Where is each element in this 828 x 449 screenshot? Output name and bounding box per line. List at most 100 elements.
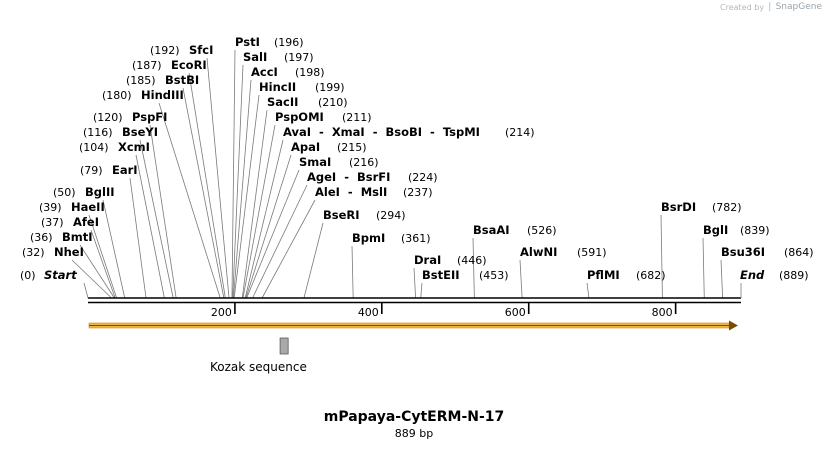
site-name: BglI (703, 223, 728, 237)
site-name: BmtI (62, 230, 93, 244)
site-name: SacII (267, 95, 298, 109)
site-name: ApaI (291, 140, 320, 154)
site-name: AleI - MslI (315, 185, 387, 199)
site-leader-line (261, 199, 316, 299)
site-name: BstEII (422, 268, 460, 282)
site-position: (37) (41, 216, 64, 229)
site-name: AvaI - XmaI - BsoBI - TspMI (283, 125, 480, 139)
site-name: AgeI - BsrFI (307, 170, 390, 184)
site-position: (214) (505, 126, 535, 139)
ruler-ticks: 200 400 600 800 (211, 302, 677, 319)
site-position: (196) (274, 36, 304, 49)
site-leader-line (472, 237, 475, 299)
site-position: (185) (126, 74, 156, 87)
site-leader-line (232, 64, 244, 299)
site-name: SfcI (189, 43, 213, 57)
site-name: EarI (112, 163, 138, 177)
site-leader-line (71, 259, 112, 299)
site-leader-line (660, 214, 663, 299)
brand-name: SnapGene (775, 2, 822, 12)
site-position: (192) (150, 44, 180, 57)
site-position: (39) (39, 201, 62, 214)
site-name: HindIII (141, 88, 184, 102)
site-leader-line (702, 237, 705, 299)
site-name: NheI (54, 245, 84, 259)
brand-watermark: Created by ❘ SnapGene (720, 2, 822, 12)
site-position: (210) (318, 96, 348, 109)
site-name: HaeII (71, 200, 105, 214)
site-position: (211) (342, 111, 372, 124)
site-leader-line (519, 259, 523, 299)
site-name: SalI (243, 50, 267, 64)
ruler-tick-label: 200 (211, 306, 232, 319)
site-position: (32) (22, 246, 45, 259)
site-leader-line (182, 87, 225, 299)
site-leader-line (242, 124, 276, 299)
site-position: (446) (457, 254, 487, 267)
site-position: (198) (295, 66, 325, 79)
ruler-tick-label: 600 (505, 306, 526, 319)
site-position: (36) (30, 231, 53, 244)
site-position: (187) (132, 59, 162, 72)
site-leader-line (233, 79, 252, 299)
site-name: PstI (235, 35, 260, 49)
site-leader-line (129, 177, 147, 299)
site-leader-line (90, 229, 116, 299)
site-leader-line (79, 244, 115, 299)
site-position: (199) (315, 81, 345, 94)
ruler-tick-label: 400 (358, 306, 379, 319)
site-name: AlwNI (520, 245, 557, 259)
snapgene-leaf-icon: ❘ (766, 2, 774, 12)
site-name: XcmI (118, 140, 150, 154)
site-name: PflMI (587, 268, 620, 282)
site-name: BseRI (323, 208, 360, 222)
site-leader-line (351, 245, 354, 299)
site-leader-line (420, 282, 423, 299)
site-leader-line (246, 169, 300, 299)
ruler-tick-label: 800 (652, 306, 673, 319)
site-position: (782) (712, 201, 742, 214)
site-name: BseYI (122, 125, 158, 139)
feature-label-kozak: Kozak sequence (210, 360, 307, 374)
site-leader-line (231, 49, 236, 299)
site-name: PspFI (132, 110, 167, 124)
site-position: (591) (577, 246, 607, 259)
orf-arrow (88, 320, 738, 331)
site-leader-line (244, 139, 284, 299)
site-name: AccI (251, 65, 278, 79)
site-name: DraI (414, 253, 441, 267)
site-leader-line (149, 124, 177, 299)
site-position: (215) (337, 141, 367, 154)
site-position: (237) (403, 186, 433, 199)
site-position: (180) (102, 89, 132, 102)
site-leader-line (252, 184, 308, 299)
start-position: (0) (20, 269, 36, 282)
end-label: End (740, 268, 765, 282)
site-leader-line (102, 199, 126, 299)
site-leader-line (245, 154, 292, 299)
kozak-feature-box (279, 337, 289, 355)
site-position: (224) (408, 171, 438, 184)
site-name: BglII (85, 185, 115, 199)
site-leader-line (88, 214, 118, 299)
map-title: mPapaya-CytERM-N-17 (323, 409, 505, 425)
site-labels: NheI (32) BmtI (36) AfeI (37) HaeII (39) BglII (5… (22, 35, 814, 282)
site-name: BpmI (352, 231, 385, 245)
site-leader-line (586, 282, 590, 299)
site-leader-line (241, 109, 268, 299)
site-position: (216) (349, 156, 379, 169)
site-name: PspOMI (275, 110, 324, 124)
site-position: (50) (53, 186, 76, 199)
site-position: (864) (784, 246, 814, 259)
site-name: BsrDI (661, 200, 696, 214)
end-position: (889) (779, 269, 809, 282)
site-leader-line (135, 154, 165, 299)
site-leader-line (233, 94, 260, 299)
site-leader-line (188, 72, 226, 299)
site-position: (682) (636, 269, 666, 282)
map-length: 889 bp (394, 427, 434, 440)
site-name: BsaAI (473, 223, 510, 237)
site-position: (361) (401, 232, 431, 245)
start-label: Start (44, 268, 77, 282)
